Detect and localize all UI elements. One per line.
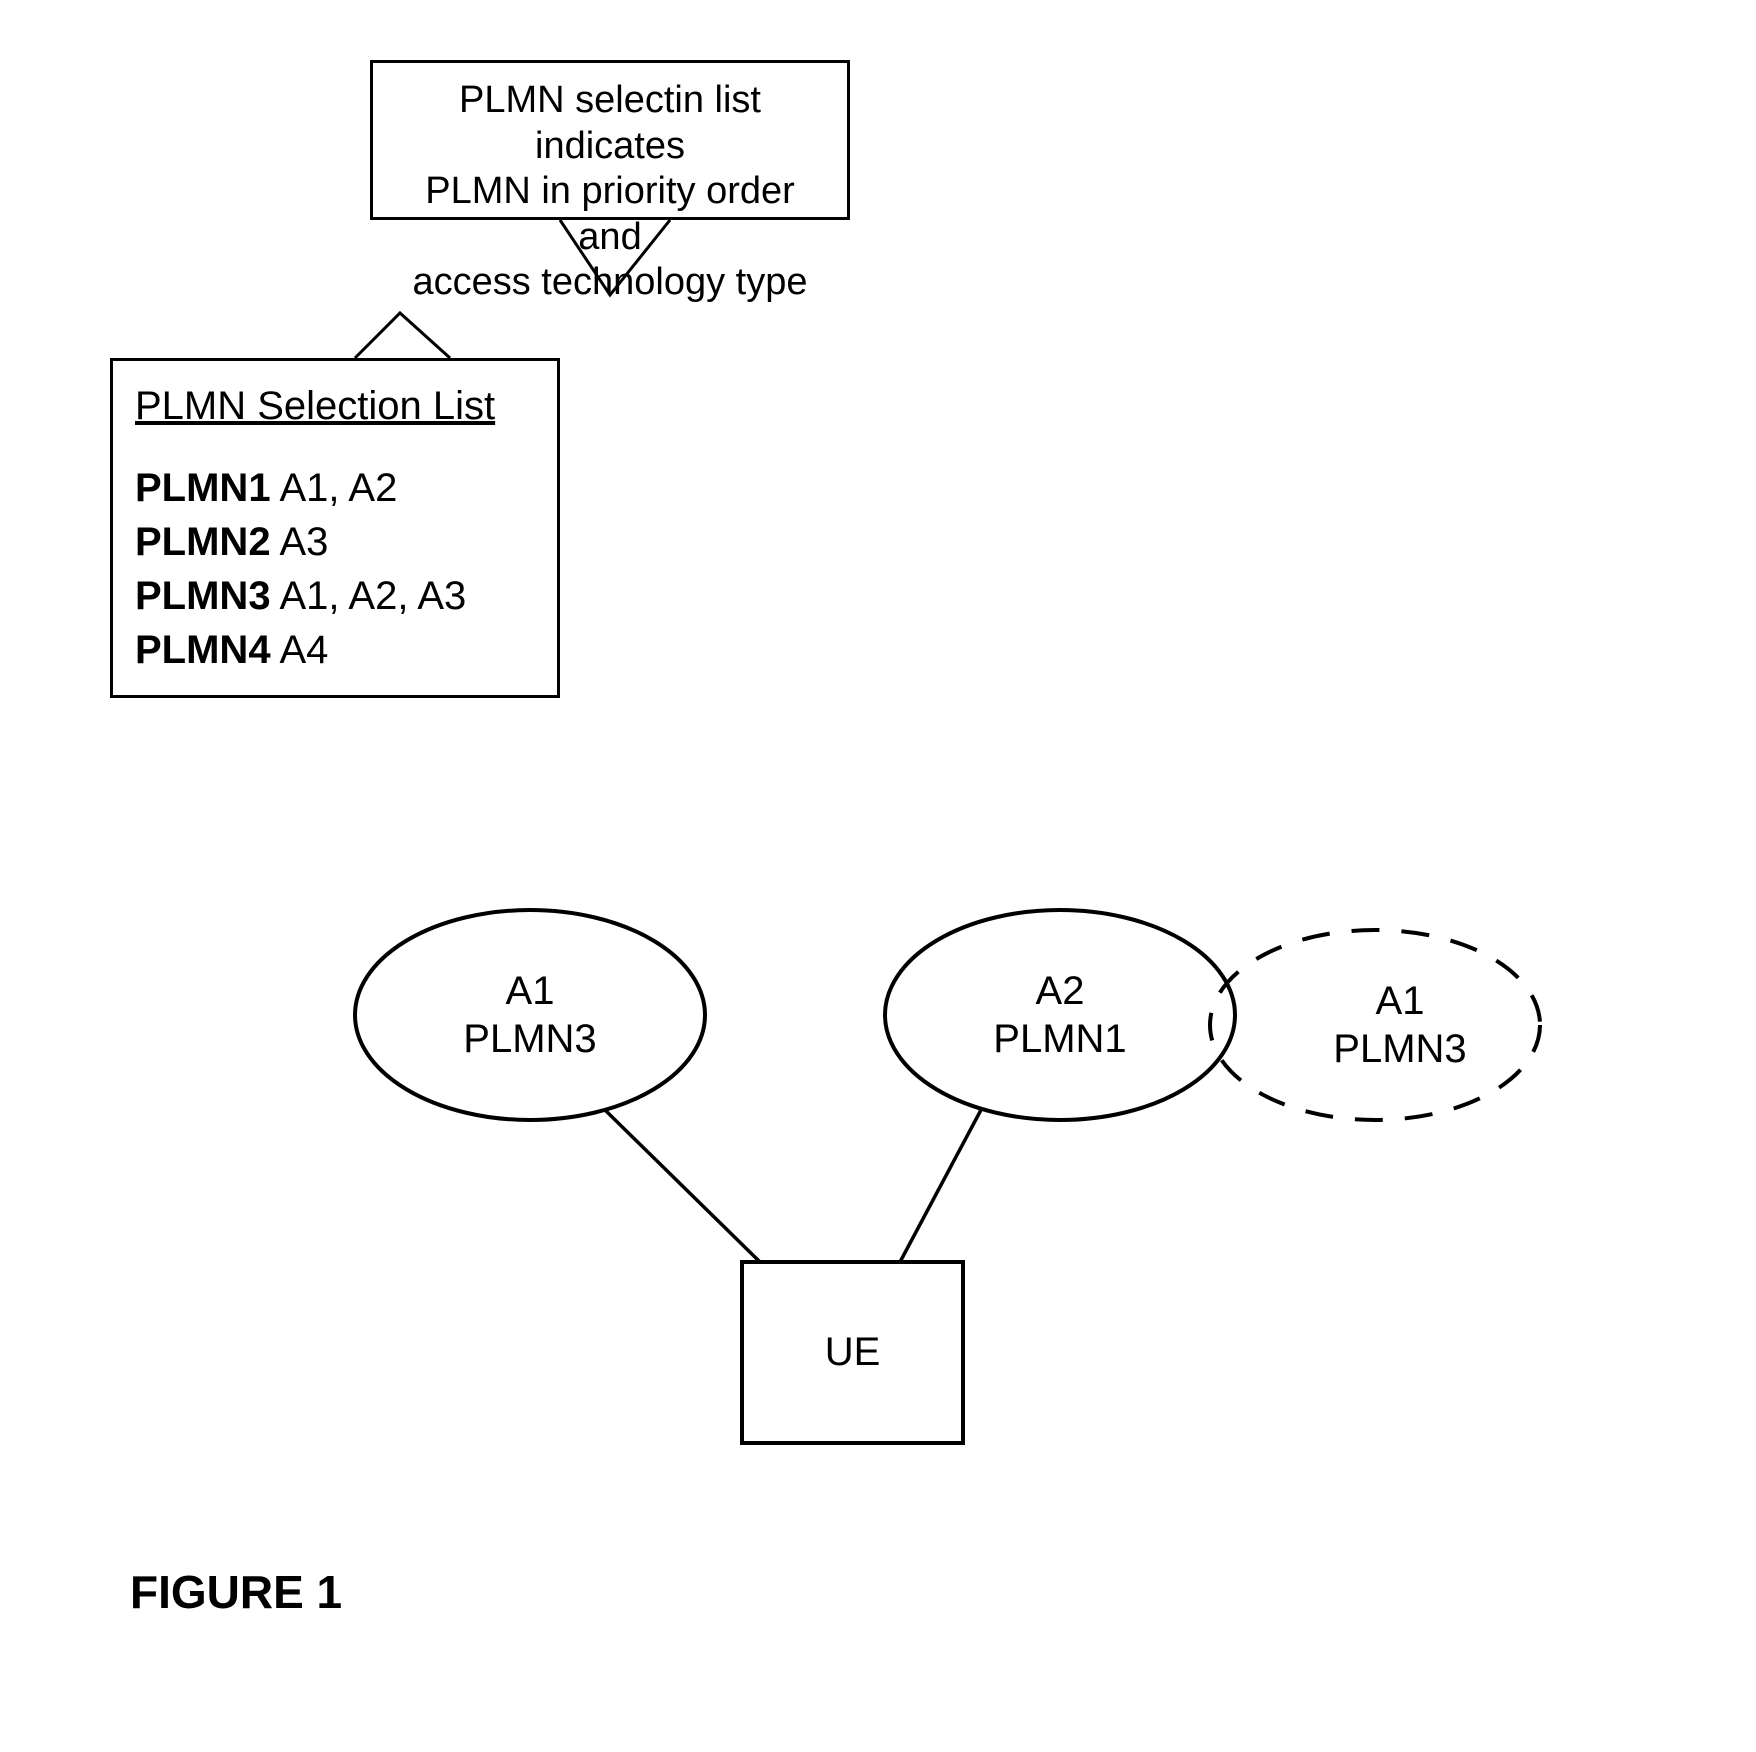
plmn-name: PLMN3 <box>135 574 271 618</box>
plmn-tech: A4 <box>279 628 328 672</box>
cell-line2: PLMN3 <box>1333 1025 1466 1073</box>
plmn-tech: A3 <box>279 520 328 564</box>
cell-c1-label: A1 PLMN3 <box>355 910 705 1120</box>
cell-c3-label: A1 PLMN3 <box>1255 930 1545 1120</box>
cell-line1: A2 <box>1036 967 1085 1015</box>
list-item: PLMN3 A1, A2, A3 <box>135 569 535 623</box>
plmn-name: PLMN2 <box>135 520 271 564</box>
link-line-1 <box>605 1110 760 1262</box>
cell-c2-label: A2 PLMN1 <box>885 910 1235 1120</box>
plmn-tech: A1, A2 <box>279 466 397 510</box>
cell-line2: PLMN1 <box>993 1015 1126 1063</box>
callout-line3: access technology type <box>412 261 807 303</box>
ue-label: UE <box>825 1330 881 1375</box>
list-item: PLMN4 A4 <box>135 623 535 677</box>
plmn-name: PLMN4 <box>135 628 271 672</box>
ue-box: UE <box>740 1260 965 1445</box>
cell-line2: PLMN3 <box>463 1015 596 1063</box>
list-item: PLMN1 A1, A2 <box>135 461 535 515</box>
figure-label: FIGURE 1 <box>130 1565 342 1619</box>
callout-line2: PLMN in priority order and <box>425 170 795 258</box>
cell-line1: A1 <box>506 967 555 1015</box>
plmn-tech: A1, A2, A3 <box>279 574 466 618</box>
plmn-list-title: PLMN Selection List <box>135 379 535 433</box>
list-item: PLMN2 A3 <box>135 515 535 569</box>
link-line-2 <box>900 1108 982 1262</box>
figure-container: PLMN selectin list indicates PLMN in pri… <box>0 0 1756 1752</box>
callout-line1: PLMN selectin list indicates <box>459 79 761 167</box>
cell-line1: A1 <box>1376 977 1425 1025</box>
svg-overlay <box>0 0 1756 1752</box>
callout-box: PLMN selectin list indicates PLMN in pri… <box>370 60 850 220</box>
plmn-name: PLMN1 <box>135 466 271 510</box>
plmn-list-box: PLMN Selection List PLMN1 A1, A2 PLMN2 A… <box>110 358 560 698</box>
